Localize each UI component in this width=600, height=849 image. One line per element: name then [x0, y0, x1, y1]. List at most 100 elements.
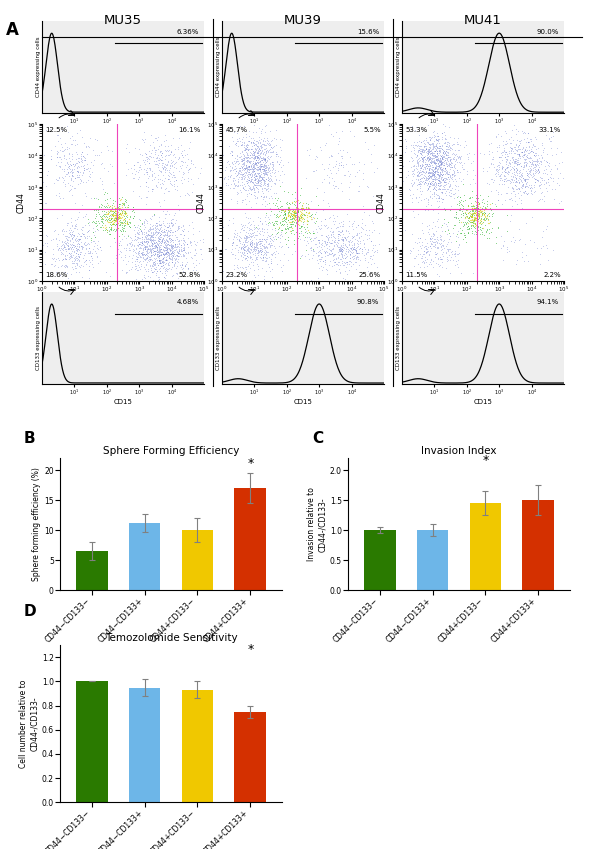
- Point: [238, 180, 247, 194]
- Point: [135, 158, 145, 171]
- Point: [264, 160, 274, 174]
- Point: [361, 251, 370, 265]
- Point: [235, 166, 244, 180]
- Point: [85, 241, 94, 255]
- Point: [167, 239, 177, 252]
- Point: [238, 260, 247, 273]
- Point: [160, 248, 169, 261]
- Point: [437, 142, 447, 155]
- Point: [334, 146, 343, 160]
- Point: [422, 245, 431, 259]
- Point: [514, 149, 523, 162]
- Point: [501, 145, 511, 159]
- Point: [337, 158, 346, 171]
- Point: [179, 239, 189, 252]
- Point: [239, 240, 248, 254]
- Point: [305, 149, 314, 162]
- Point: [229, 155, 238, 168]
- Point: [62, 235, 72, 249]
- Point: [69, 239, 79, 253]
- Point: [486, 184, 496, 198]
- Point: [280, 215, 290, 228]
- Point: [174, 246, 184, 260]
- Point: [520, 172, 530, 186]
- Point: [512, 158, 522, 171]
- Point: [338, 216, 348, 230]
- Point: [74, 170, 83, 183]
- Point: [459, 228, 469, 242]
- Point: [520, 153, 530, 166]
- Point: [421, 143, 430, 156]
- Point: [191, 263, 201, 277]
- Point: [336, 225, 346, 239]
- Point: [128, 248, 137, 261]
- Point: [124, 215, 133, 228]
- Point: [420, 175, 430, 188]
- Point: [137, 225, 146, 239]
- Point: [134, 217, 143, 231]
- Point: [440, 146, 450, 160]
- Point: [341, 260, 351, 273]
- Point: [161, 253, 171, 267]
- Point: [406, 177, 416, 190]
- Point: [242, 250, 252, 263]
- Point: [261, 245, 271, 259]
- Point: [250, 248, 260, 261]
- Point: [165, 160, 175, 173]
- Point: [103, 211, 113, 225]
- Point: [160, 174, 169, 188]
- Point: [440, 161, 450, 175]
- Point: [448, 152, 458, 166]
- Point: [173, 250, 183, 263]
- Point: [467, 202, 476, 216]
- Point: [79, 210, 88, 223]
- Point: [104, 211, 113, 225]
- Point: [334, 182, 343, 195]
- Point: [294, 212, 304, 226]
- Point: [291, 211, 301, 224]
- Point: [157, 243, 166, 256]
- Point: [55, 243, 65, 256]
- Point: [59, 247, 68, 261]
- Point: [365, 250, 374, 263]
- Point: [266, 189, 275, 203]
- Point: [463, 220, 473, 233]
- Point: [466, 197, 475, 211]
- Point: [286, 212, 295, 226]
- Point: [463, 211, 472, 224]
- Point: [524, 155, 534, 168]
- Point: [442, 184, 451, 198]
- Point: [120, 250, 130, 264]
- Point: [412, 168, 422, 182]
- Point: [229, 162, 239, 176]
- Point: [463, 226, 472, 239]
- Point: [532, 165, 541, 178]
- Point: [55, 188, 64, 202]
- Point: [341, 250, 351, 263]
- Point: [152, 253, 161, 267]
- Point: [125, 263, 134, 277]
- Point: [107, 205, 116, 218]
- Point: [419, 260, 429, 273]
- Point: [448, 222, 458, 235]
- Point: [242, 150, 251, 164]
- Point: [109, 209, 118, 222]
- Point: [515, 169, 524, 183]
- Point: [287, 209, 297, 222]
- Point: [109, 217, 118, 231]
- Point: [520, 158, 529, 171]
- Point: [250, 173, 260, 187]
- Point: [76, 229, 85, 243]
- Point: [112, 208, 122, 222]
- Point: [425, 161, 434, 175]
- Point: [240, 160, 250, 174]
- Point: [116, 192, 126, 205]
- Point: [160, 224, 169, 238]
- Point: [259, 153, 269, 166]
- Point: [430, 167, 439, 181]
- Point: [245, 163, 255, 177]
- Point: [155, 236, 164, 250]
- Point: [244, 257, 254, 271]
- Point: [150, 241, 160, 255]
- Point: [157, 245, 167, 259]
